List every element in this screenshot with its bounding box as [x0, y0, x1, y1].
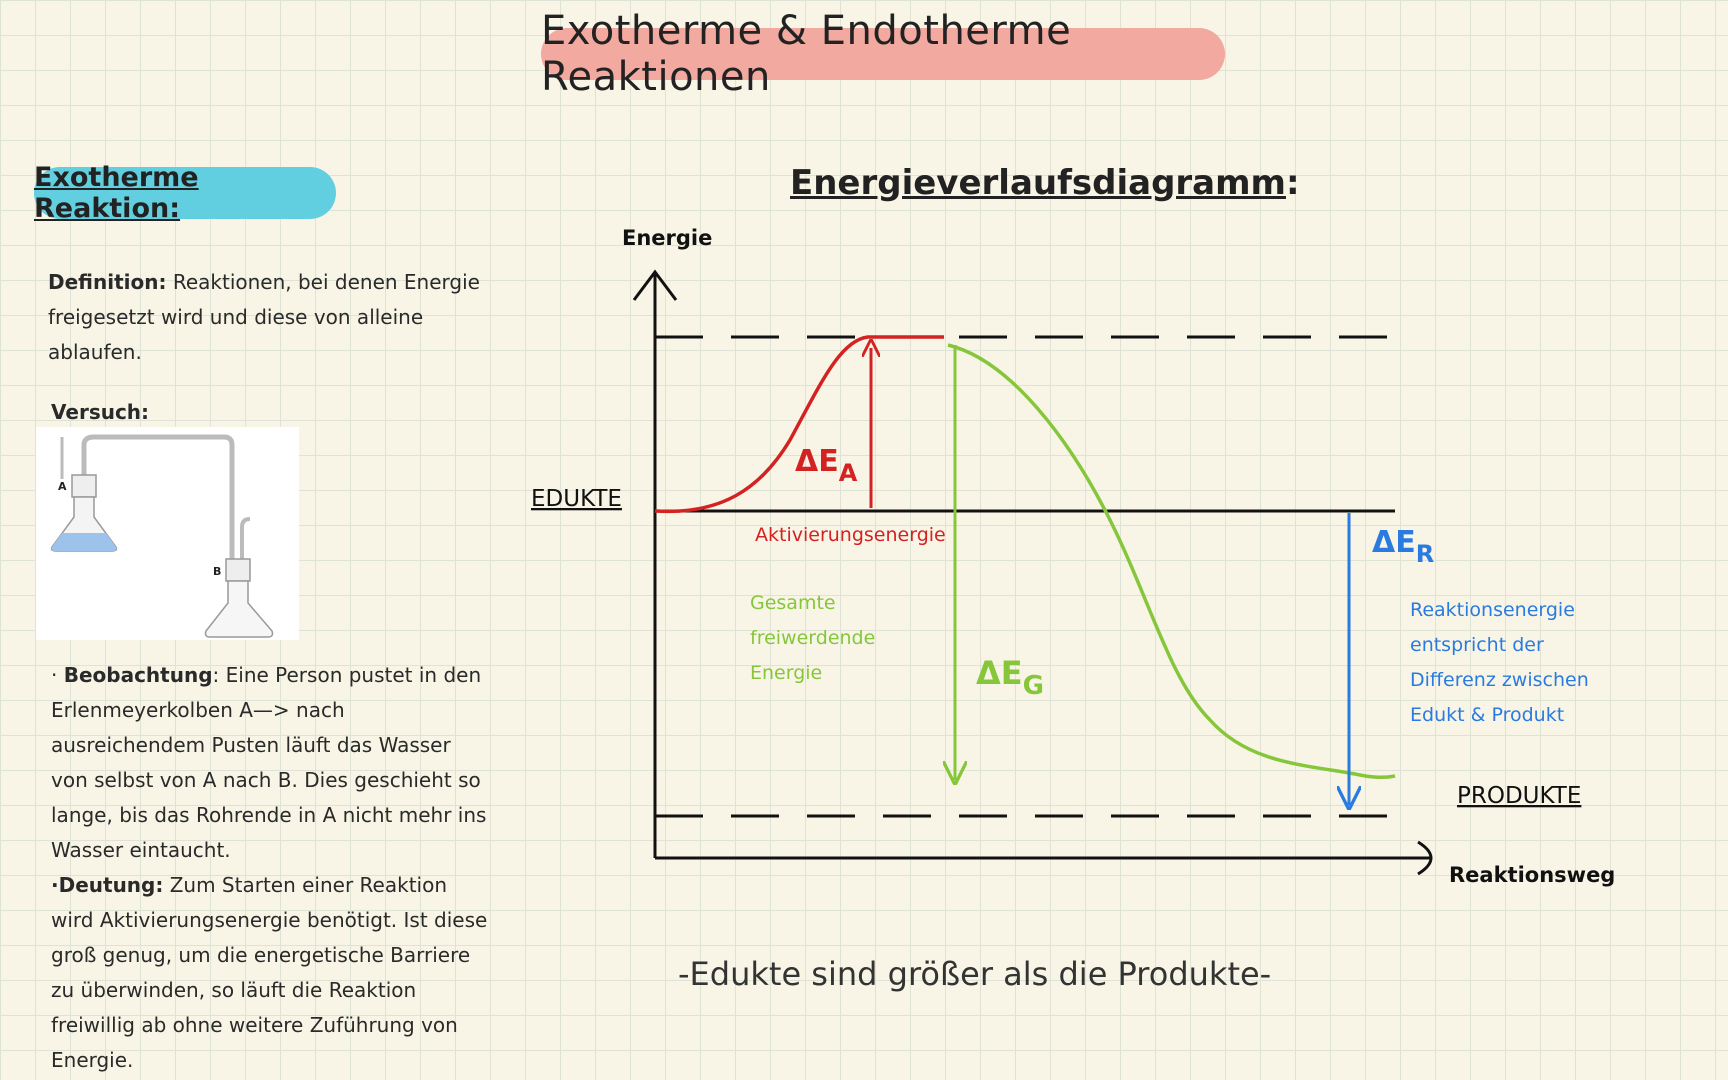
- edukte-label: EDUKTE: [531, 486, 622, 512]
- flask-b-label: B: [213, 565, 221, 578]
- versuch-label: Versuch:: [51, 400, 150, 424]
- delta-er-symbol: ΔER: [1372, 525, 1434, 568]
- section-title-badge: Exotherme Reaktion:: [34, 162, 336, 224]
- observation-text: : Eine Person pustet in den Erlenmeyerko…: [51, 663, 487, 862]
- conclusion-text: -Edukte sind größer als die Produkte-: [678, 955, 1272, 993]
- y-axis-label: Energie: [622, 226, 712, 250]
- definition-label: Definition:: [48, 270, 167, 294]
- interpretation-text: Zum Starten einer Reaktion wird Aktivier…: [51, 873, 488, 1072]
- delta-eg-symbol: ΔEG: [976, 654, 1044, 701]
- definition-paragraph: Definition: Reaktionen, bei denen Energi…: [48, 265, 508, 370]
- y-axis-arrowhead: [632, 269, 678, 301]
- interpretation-label: ·Deutung:: [51, 873, 164, 897]
- delta-ea-symbol: ΔEA: [795, 444, 858, 487]
- apparatus-drawing: A B: [50, 434, 274, 638]
- produkte-label: PRODUKTE: [1457, 783, 1581, 809]
- observation-bullet: ·: [51, 663, 64, 687]
- reaction-energy-label: Reaktionsenergie entspricht der Differen…: [1410, 599, 1595, 726]
- observation-label: Beobachtung: [63, 663, 213, 687]
- activation-curve: [654, 335, 944, 514]
- diagram-heading: Energieverlaufsdiagramm:: [790, 163, 1300, 203]
- definition-text: Reaktionen, bei denen Energie freigesetz…: [48, 270, 480, 364]
- observation-paragraph: · Beobachtung: Eine Person pustet in den…: [51, 658, 491, 1078]
- flask-a-label: A: [58, 480, 67, 493]
- total-energy-curve: [947, 343, 1396, 780]
- x-axis-label: Reaktionsweg: [1449, 863, 1615, 887]
- activation-energy-label: Aktivierungsenergie: [755, 524, 946, 546]
- total-energy-label: Gesamte freiwerdende Energie: [750, 592, 881, 684]
- x-axis-arrowhead: [1417, 840, 1433, 876]
- experiment-apparatus-image: A B: [36, 427, 299, 640]
